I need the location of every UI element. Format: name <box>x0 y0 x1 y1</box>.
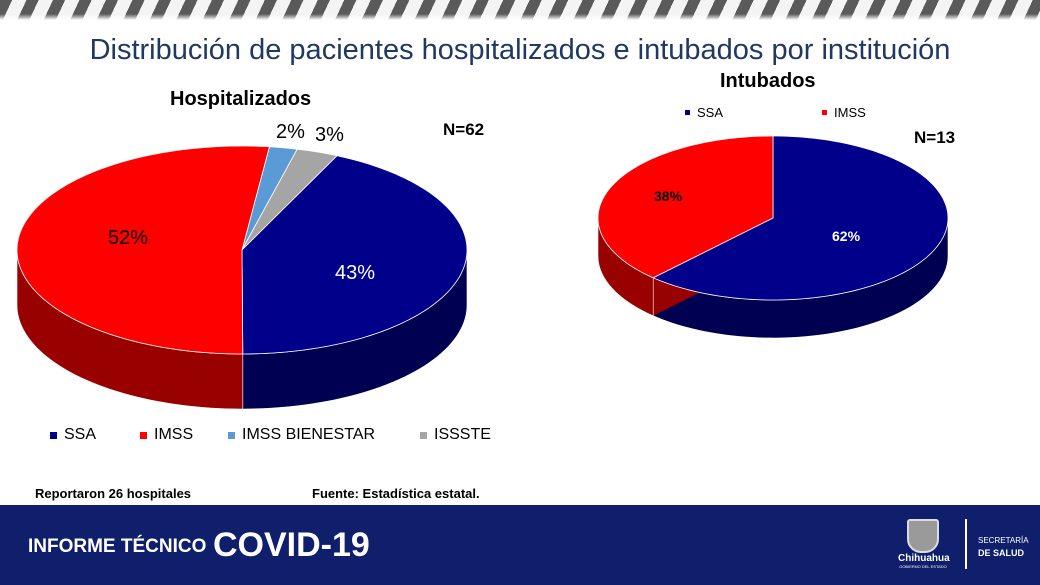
legend-ssa-intubados: SSA <box>685 105 723 120</box>
legend-imss-bienestar: IMSS BIENESTAR <box>228 426 375 444</box>
pie-slice-imss <box>597 135 774 279</box>
label-ssa: 43% <box>335 262 376 284</box>
label-imss-bienestar: 2% <box>276 121 305 143</box>
legend-imss: IMSS <box>140 426 193 444</box>
n-label-intubados: N=13 <box>914 128 956 147</box>
n-label-hospitalizados: N=62 <box>443 120 485 139</box>
logo-subtext: GOBIERNO DEL ESTADO <box>899 564 947 569</box>
note-source: Fuente: Estadística estatal. <box>312 486 480 501</box>
sec-line2: DE SALUD <box>978 548 1025 558</box>
chart-title-hospitalizados: Hospitalizados <box>170 88 312 110</box>
label-imss-intubados: 38% <box>654 188 683 204</box>
logo-text: Chihuahua <box>898 553 950 564</box>
chihuahua-logo: Chihuahua GOBIERNO DEL ESTADO <box>898 519 950 569</box>
pie-charts <box>16 135 949 410</box>
note-hospitals: Reportaron 26 hospitales <box>35 486 192 501</box>
label-issste: 3% <box>315 124 344 146</box>
secretaria-logo: SECRETARÍA DE SALUD <box>978 535 1029 559</box>
sec-line1: SECRETARÍA <box>978 536 1029 545</box>
divider <box>965 519 967 569</box>
page-title: Distribución de pacientes hospitalizados… <box>89 34 951 66</box>
label-imss: 52% <box>108 227 149 249</box>
pie-slice-issste <box>241 148 338 251</box>
footer-brand: COVID-19 <box>213 526 370 564</box>
footer-label: INFORME TÉCNICO <box>28 536 207 557</box>
pie-slice-ssa <box>652 135 949 301</box>
pie-slice-ssa <box>241 155 468 355</box>
shield-icon <box>907 519 939 553</box>
pie-slice-imss <box>16 145 270 355</box>
legend-ssa: SSA <box>50 426 96 444</box>
legend-issste: ISSSTE <box>420 426 491 444</box>
label-ssa-intubados: 62% <box>832 228 861 244</box>
chart-title-intubados: Intubados <box>720 70 816 92</box>
decorative-stripes <box>0 0 1040 20</box>
legend-imss-intubados: IMSS <box>822 105 866 120</box>
footer-banner: INFORME TÉCNICO COVID-19 Chihuahua GOBIE… <box>0 505 1040 585</box>
